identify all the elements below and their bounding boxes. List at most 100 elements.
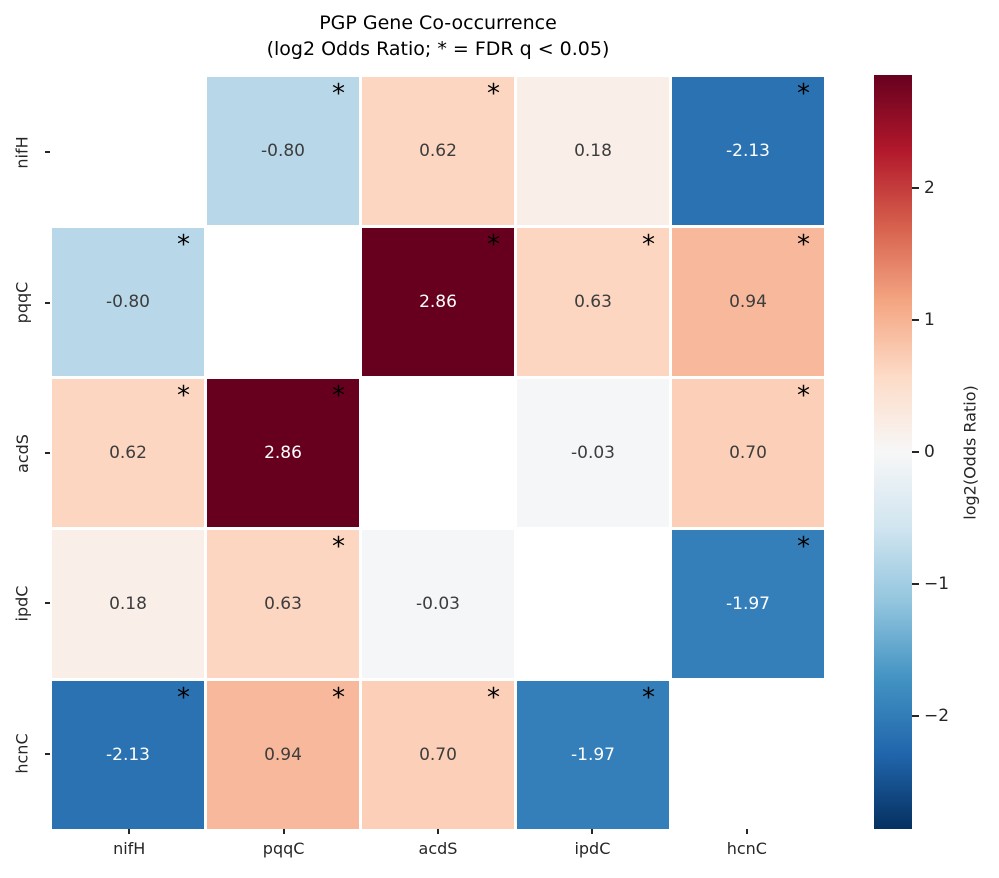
cell-value: 2.86 bbox=[264, 443, 302, 463]
y-axis-label-nifH: nifH bbox=[2, 77, 42, 227]
heatmap-cell-nifH-ipdC: 0.18 bbox=[517, 77, 669, 225]
chart-title: PGP Gene Co-occurrence (log2 Odds Ratio;… bbox=[52, 10, 824, 62]
x-tick bbox=[515, 829, 669, 835]
heatmap-cell-nifH-acdS: 0.62 * bbox=[362, 77, 514, 225]
colorbar-tick bbox=[912, 319, 919, 322]
y-tick bbox=[45, 378, 51, 528]
heatmap-cell-hcnC-nifH: -2.13 * bbox=[52, 681, 204, 829]
heatmap-cell-pqqC-acdS: 2.86 * bbox=[362, 228, 514, 376]
cell-value: 0.70 bbox=[729, 443, 767, 463]
cell-value: -0.80 bbox=[261, 141, 305, 161]
colorbar-axis-label: log2(Odds Ratio) bbox=[948, 75, 992, 829]
colorbar-tick bbox=[912, 582, 919, 585]
cell-value: 0.70 bbox=[419, 745, 457, 765]
significance-asterisk: * bbox=[487, 79, 500, 109]
heatmap-cell-pqqC-ipdC: 0.63 * bbox=[517, 228, 669, 376]
cell-value: -1.97 bbox=[571, 745, 615, 765]
y-tick bbox=[45, 528, 51, 678]
heatmap-cell-ipdC-acdS: -0.03 bbox=[362, 530, 514, 678]
y-axis-label-text: ipdC bbox=[12, 585, 32, 622]
x-axis-label-hcnC: hcnC bbox=[726, 839, 767, 858]
colorbar-tick-label: 2 bbox=[924, 178, 935, 199]
significance-asterisk: * bbox=[487, 230, 500, 260]
significance-asterisk: * bbox=[332, 79, 345, 109]
heatmap-cell-ipdC-hcnC: -1.97 * bbox=[672, 530, 824, 678]
heatmap-cell-empty-acdS-acdS bbox=[362, 379, 514, 527]
chart-title-line2: (log2 Odds Ratio; * = FDR q < 0.05) bbox=[266, 38, 610, 60]
heatmap-cell-empty-nifH-nifH bbox=[52, 77, 204, 225]
colorbar bbox=[874, 75, 912, 829]
significance-asterisk: * bbox=[487, 683, 500, 713]
y-axis-label-ipdC: ipdC bbox=[2, 528, 42, 678]
significance-asterisk: * bbox=[797, 381, 810, 411]
y-axis-label-text: acdS bbox=[12, 433, 32, 473]
heatmap-grid: -0.80 * 0.62 * 0.18 -2.13 * -0.80 * 2.86 * 0.63 * 0.9… bbox=[52, 77, 824, 829]
cell-value: 0.94 bbox=[729, 292, 767, 312]
significance-asterisk: * bbox=[177, 381, 190, 411]
heatmap-cell-ipdC-nifH: 0.18 bbox=[52, 530, 204, 678]
y-axis-label-acdS: acdS bbox=[2, 378, 42, 528]
significance-asterisk: * bbox=[797, 532, 810, 562]
y-tick bbox=[45, 679, 51, 829]
significance-asterisk: * bbox=[797, 79, 810, 109]
heatmap-cell-ipdC-pqqC: 0.63 * bbox=[207, 530, 359, 678]
heatmap-cell-acdS-nifH: 0.62 * bbox=[52, 379, 204, 527]
x-axis-label-nifH: nifH bbox=[113, 839, 146, 858]
cell-value: 0.63 bbox=[574, 292, 612, 312]
x-axis-labels: nifH pqqC acdS ipdC hcnC bbox=[52, 839, 824, 858]
y-axis-label-text: pqqC bbox=[12, 281, 32, 324]
x-axis-ticks bbox=[52, 829, 824, 835]
y-tick bbox=[45, 77, 51, 227]
heatmap-cell-acdS-ipdC: -0.03 bbox=[517, 379, 669, 527]
colorbar-tick-label: 1 bbox=[924, 310, 935, 331]
heatmap-cell-acdS-pqqC: 2.86 * bbox=[207, 379, 359, 527]
cell-value: 0.62 bbox=[109, 443, 147, 463]
heatmap-cell-empty-ipdC-ipdC bbox=[517, 530, 669, 678]
colorbar-ticks: 2 1 0 −1 −2 bbox=[912, 75, 999, 829]
x-tick bbox=[52, 829, 206, 835]
significance-asterisk: * bbox=[332, 381, 345, 411]
significance-asterisk: * bbox=[177, 230, 190, 260]
heatmap-cell-empty-pqqC-pqqC bbox=[207, 228, 359, 376]
significance-asterisk: * bbox=[332, 683, 345, 713]
y-axis-label-hcnC: hcnC bbox=[2, 679, 42, 829]
x-tick bbox=[361, 829, 515, 835]
y-axis-label-pqqC: pqqC bbox=[2, 227, 42, 377]
cell-value: -2.13 bbox=[726, 141, 770, 161]
cell-value: 0.62 bbox=[419, 141, 457, 161]
heatmap-cell-hcnC-pqqC: 0.94 * bbox=[207, 681, 359, 829]
y-axis-ticks bbox=[45, 77, 51, 829]
y-axis-label-text: nifH bbox=[12, 136, 32, 169]
significance-asterisk: * bbox=[332, 532, 345, 562]
cell-value: -0.03 bbox=[416, 594, 460, 614]
cell-value: -0.80 bbox=[106, 292, 150, 312]
x-tick bbox=[206, 829, 360, 835]
chart-title-line1: PGP Gene Co-occurrence bbox=[319, 12, 557, 34]
x-axis-label-pqqC: pqqC bbox=[262, 839, 305, 858]
colorbar-tick-label: −2 bbox=[924, 705, 950, 726]
heatmap-cell-acdS-hcnC: 0.70 * bbox=[672, 379, 824, 527]
x-axis-label-acdS: acdS bbox=[418, 839, 458, 858]
cell-value: 0.18 bbox=[574, 141, 612, 161]
heatmap-cell-empty-hcnC-hcnC bbox=[672, 681, 824, 829]
heatmap-cell-nifH-hcnC: -2.13 * bbox=[672, 77, 824, 225]
cell-value: 0.63 bbox=[264, 594, 302, 614]
y-axis-label-text: hcnC bbox=[12, 733, 32, 774]
heatmap-cell-pqqC-nifH: -0.80 * bbox=[52, 228, 204, 376]
significance-asterisk: * bbox=[177, 683, 190, 713]
significance-asterisk: * bbox=[642, 230, 655, 260]
x-tick bbox=[670, 829, 824, 835]
significance-asterisk: * bbox=[642, 683, 655, 713]
heatmap-cell-nifH-pqqC: -0.80 * bbox=[207, 77, 359, 225]
x-axis-label-ipdC: ipdC bbox=[574, 839, 611, 858]
colorbar-tick-label: −1 bbox=[924, 573, 950, 594]
colorbar-tick bbox=[912, 714, 919, 717]
cell-value: -1.97 bbox=[726, 594, 770, 614]
colorbar-tick-label: 0 bbox=[924, 442, 935, 462]
colorbar-tick bbox=[912, 451, 919, 453]
y-tick bbox=[45, 227, 51, 377]
significance-asterisk: * bbox=[797, 230, 810, 260]
heatmap-cell-pqqC-hcnC: 0.94 * bbox=[672, 228, 824, 376]
cell-value: 0.18 bbox=[109, 594, 147, 614]
